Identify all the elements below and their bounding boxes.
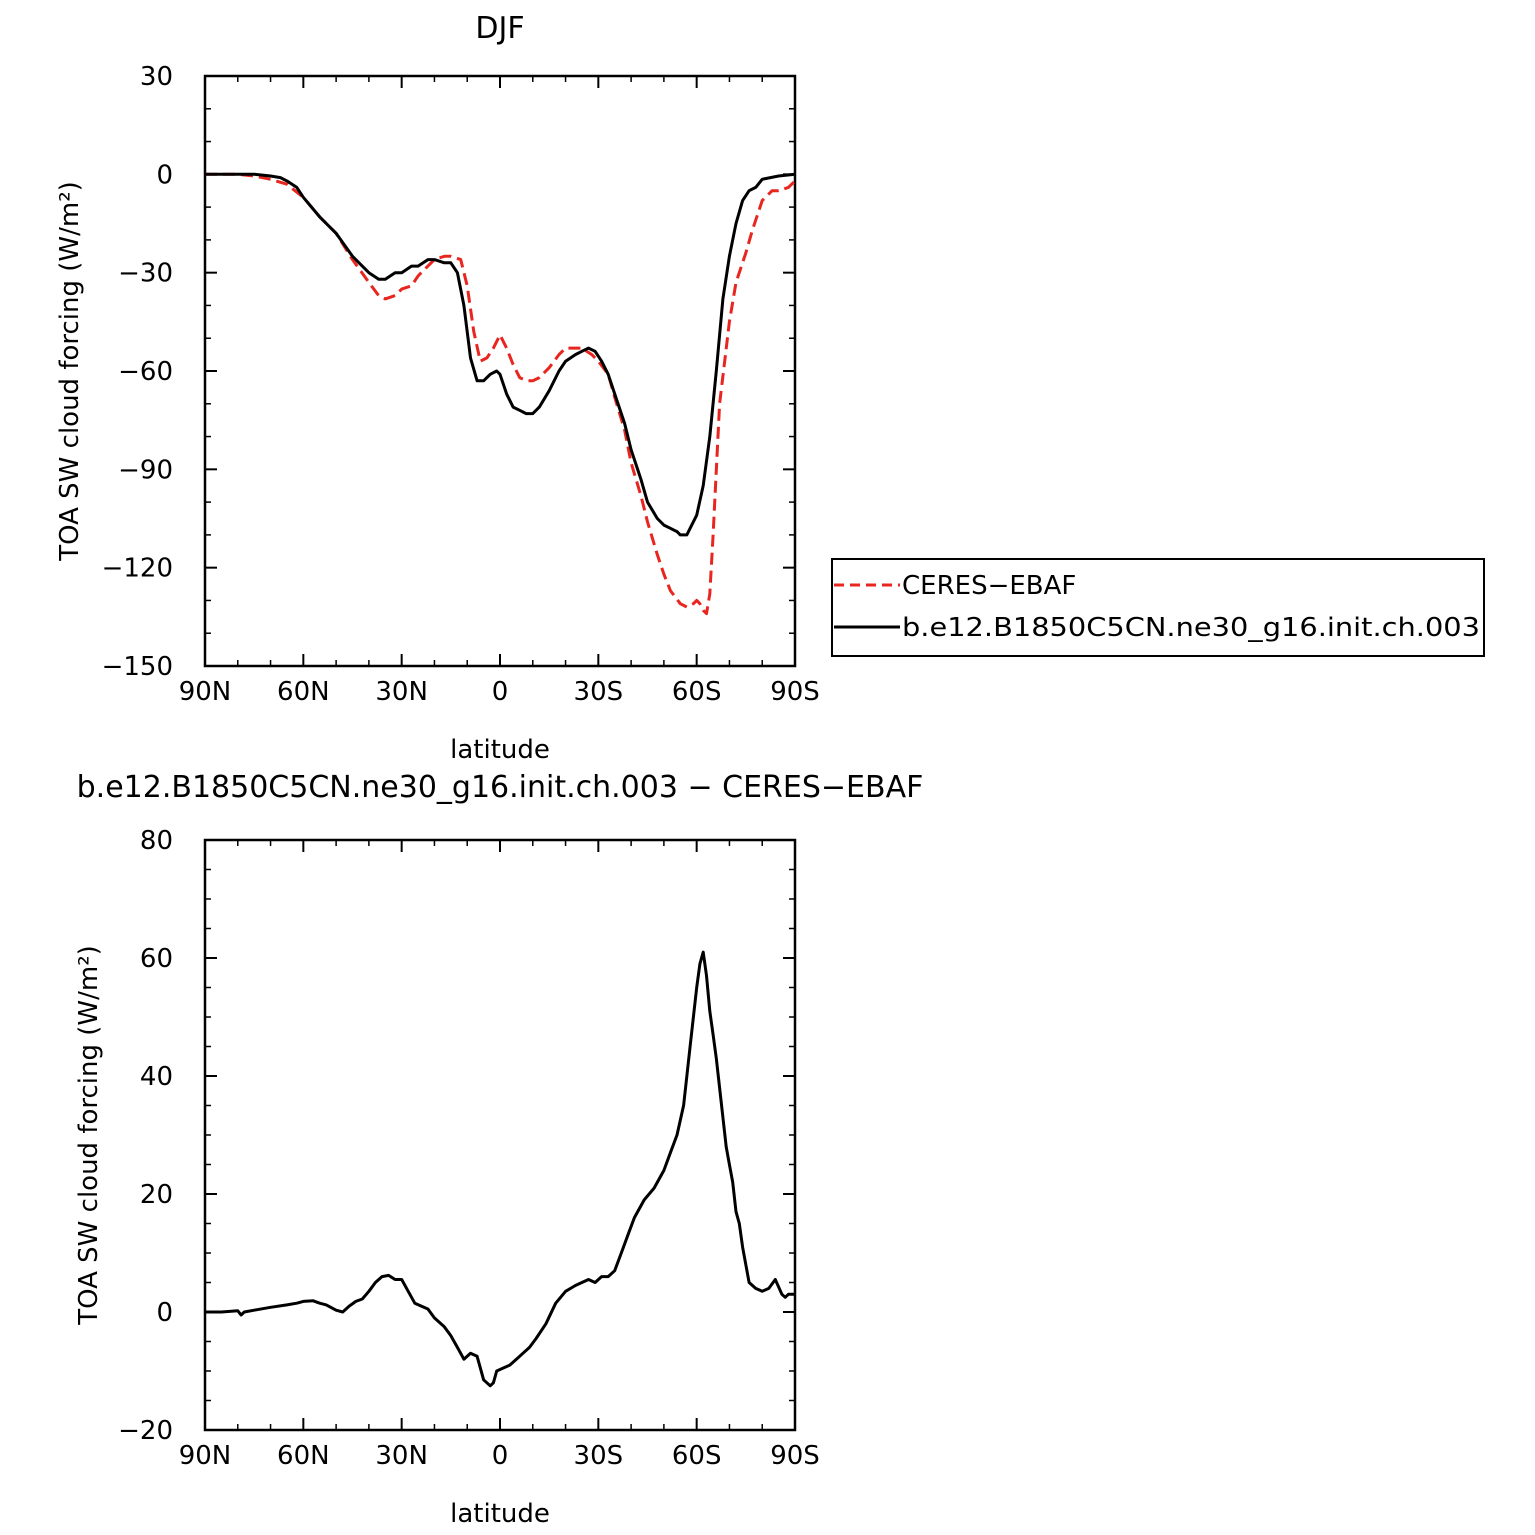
top-x-tick-label: 60N — [277, 677, 330, 707]
bottom-y-tick-label: 20 — [140, 1180, 173, 1210]
bottom-x-axis-label: latitude — [450, 1499, 550, 1529]
legend-box — [831, 558, 1485, 657]
top-y-axis-label: TOA SW cloud forcing (W/m²) — [55, 181, 85, 562]
top-panel: DJF 90N 60N 30N 0 30S 60S 90S 30 0 −30 −60 −90 −120 −… — [55, 11, 1485, 765]
top-y-tick-label: 30 — [140, 62, 173, 92]
top-x-tick-label: 0 — [492, 677, 509, 707]
bottom-y-tick-label: 60 — [140, 944, 173, 974]
bottom-y-tick-label: 40 — [140, 1062, 173, 1092]
top-series-line-0 — [205, 172, 797, 616]
bottom-y-axis-label: TOA SW cloud forcing (W/m²) — [74, 945, 104, 1326]
bottom-x-tick-label: 30S — [574, 1441, 624, 1471]
bottom-x-tick-label: 90N — [179, 1441, 232, 1471]
bottom-panel-title: b.e12.B1850C5CN.ne30_g16.init.ch.003 − C… — [77, 770, 924, 805]
top-panel-title: DJF — [475, 11, 524, 46]
bottom-x-tick-label: 60S — [672, 1441, 722, 1471]
top-x-tick-label: 60S — [672, 677, 722, 707]
top-y-tick-label: −120 — [102, 554, 173, 584]
legend: CERES−EBAF b.e12.B1850C5CN.ne30_g16.init… — [831, 558, 1485, 657]
bottom-axis-ticks: 90N 60N 30N 0 30S 60S 90S 80 60 40 20 0 −20 — [118, 826, 820, 1471]
bottom-y-tick-label: 0 — [156, 1298, 173, 1328]
top-y-tick-label: −30 — [118, 259, 173, 289]
top-x-tick-label: 30S — [574, 677, 624, 707]
top-y-tick-label: −90 — [118, 455, 173, 485]
bottom-y-tick-label: 80 — [140, 826, 173, 856]
bottom-x-tick-label: 90S — [770, 1441, 820, 1471]
top-y-tick-label: −150 — [102, 652, 173, 682]
top-x-tick-label: 90S — [770, 677, 820, 707]
top-y-tick-label: 0 — [156, 160, 173, 190]
legend-entry-model: b.e12.B1850C5CN.ne30_g16.init.ch.003 — [902, 613, 1480, 643]
top-series-lines — [205, 172, 797, 616]
bottom-plot-frame — [203, 838, 797, 1432]
top-x-tick-label: 90N — [179, 677, 232, 707]
bottom-series-line-0 — [205, 950, 795, 1388]
top-axis-ticks: 90N 60N 30N 0 30S 60S 90S 30 0 −30 −60 −90 −120 −150 — [102, 62, 820, 707]
bottom-x-tick-label: 30N — [375, 1441, 428, 1471]
top-x-tick-label: 30N — [375, 677, 428, 707]
top-y-tick-label: −60 — [118, 357, 173, 387]
bottom-x-tick-label: 60N — [277, 1441, 330, 1471]
top-series-line-1 — [205, 172, 796, 537]
top-x-axis-label: latitude — [450, 735, 550, 765]
bottom-x-tick-label: 0 — [492, 1441, 509, 1471]
bottom-series-lines — [205, 950, 795, 1388]
bottom-panel: b.e12.B1850C5CN.ne30_g16.init.ch.003 − C… — [74, 770, 923, 1529]
top-plot-frame — [203, 74, 797, 668]
legend-entry-ceres: CERES−EBAF — [902, 571, 1076, 601]
bottom-y-tick-label: −20 — [118, 1416, 173, 1446]
